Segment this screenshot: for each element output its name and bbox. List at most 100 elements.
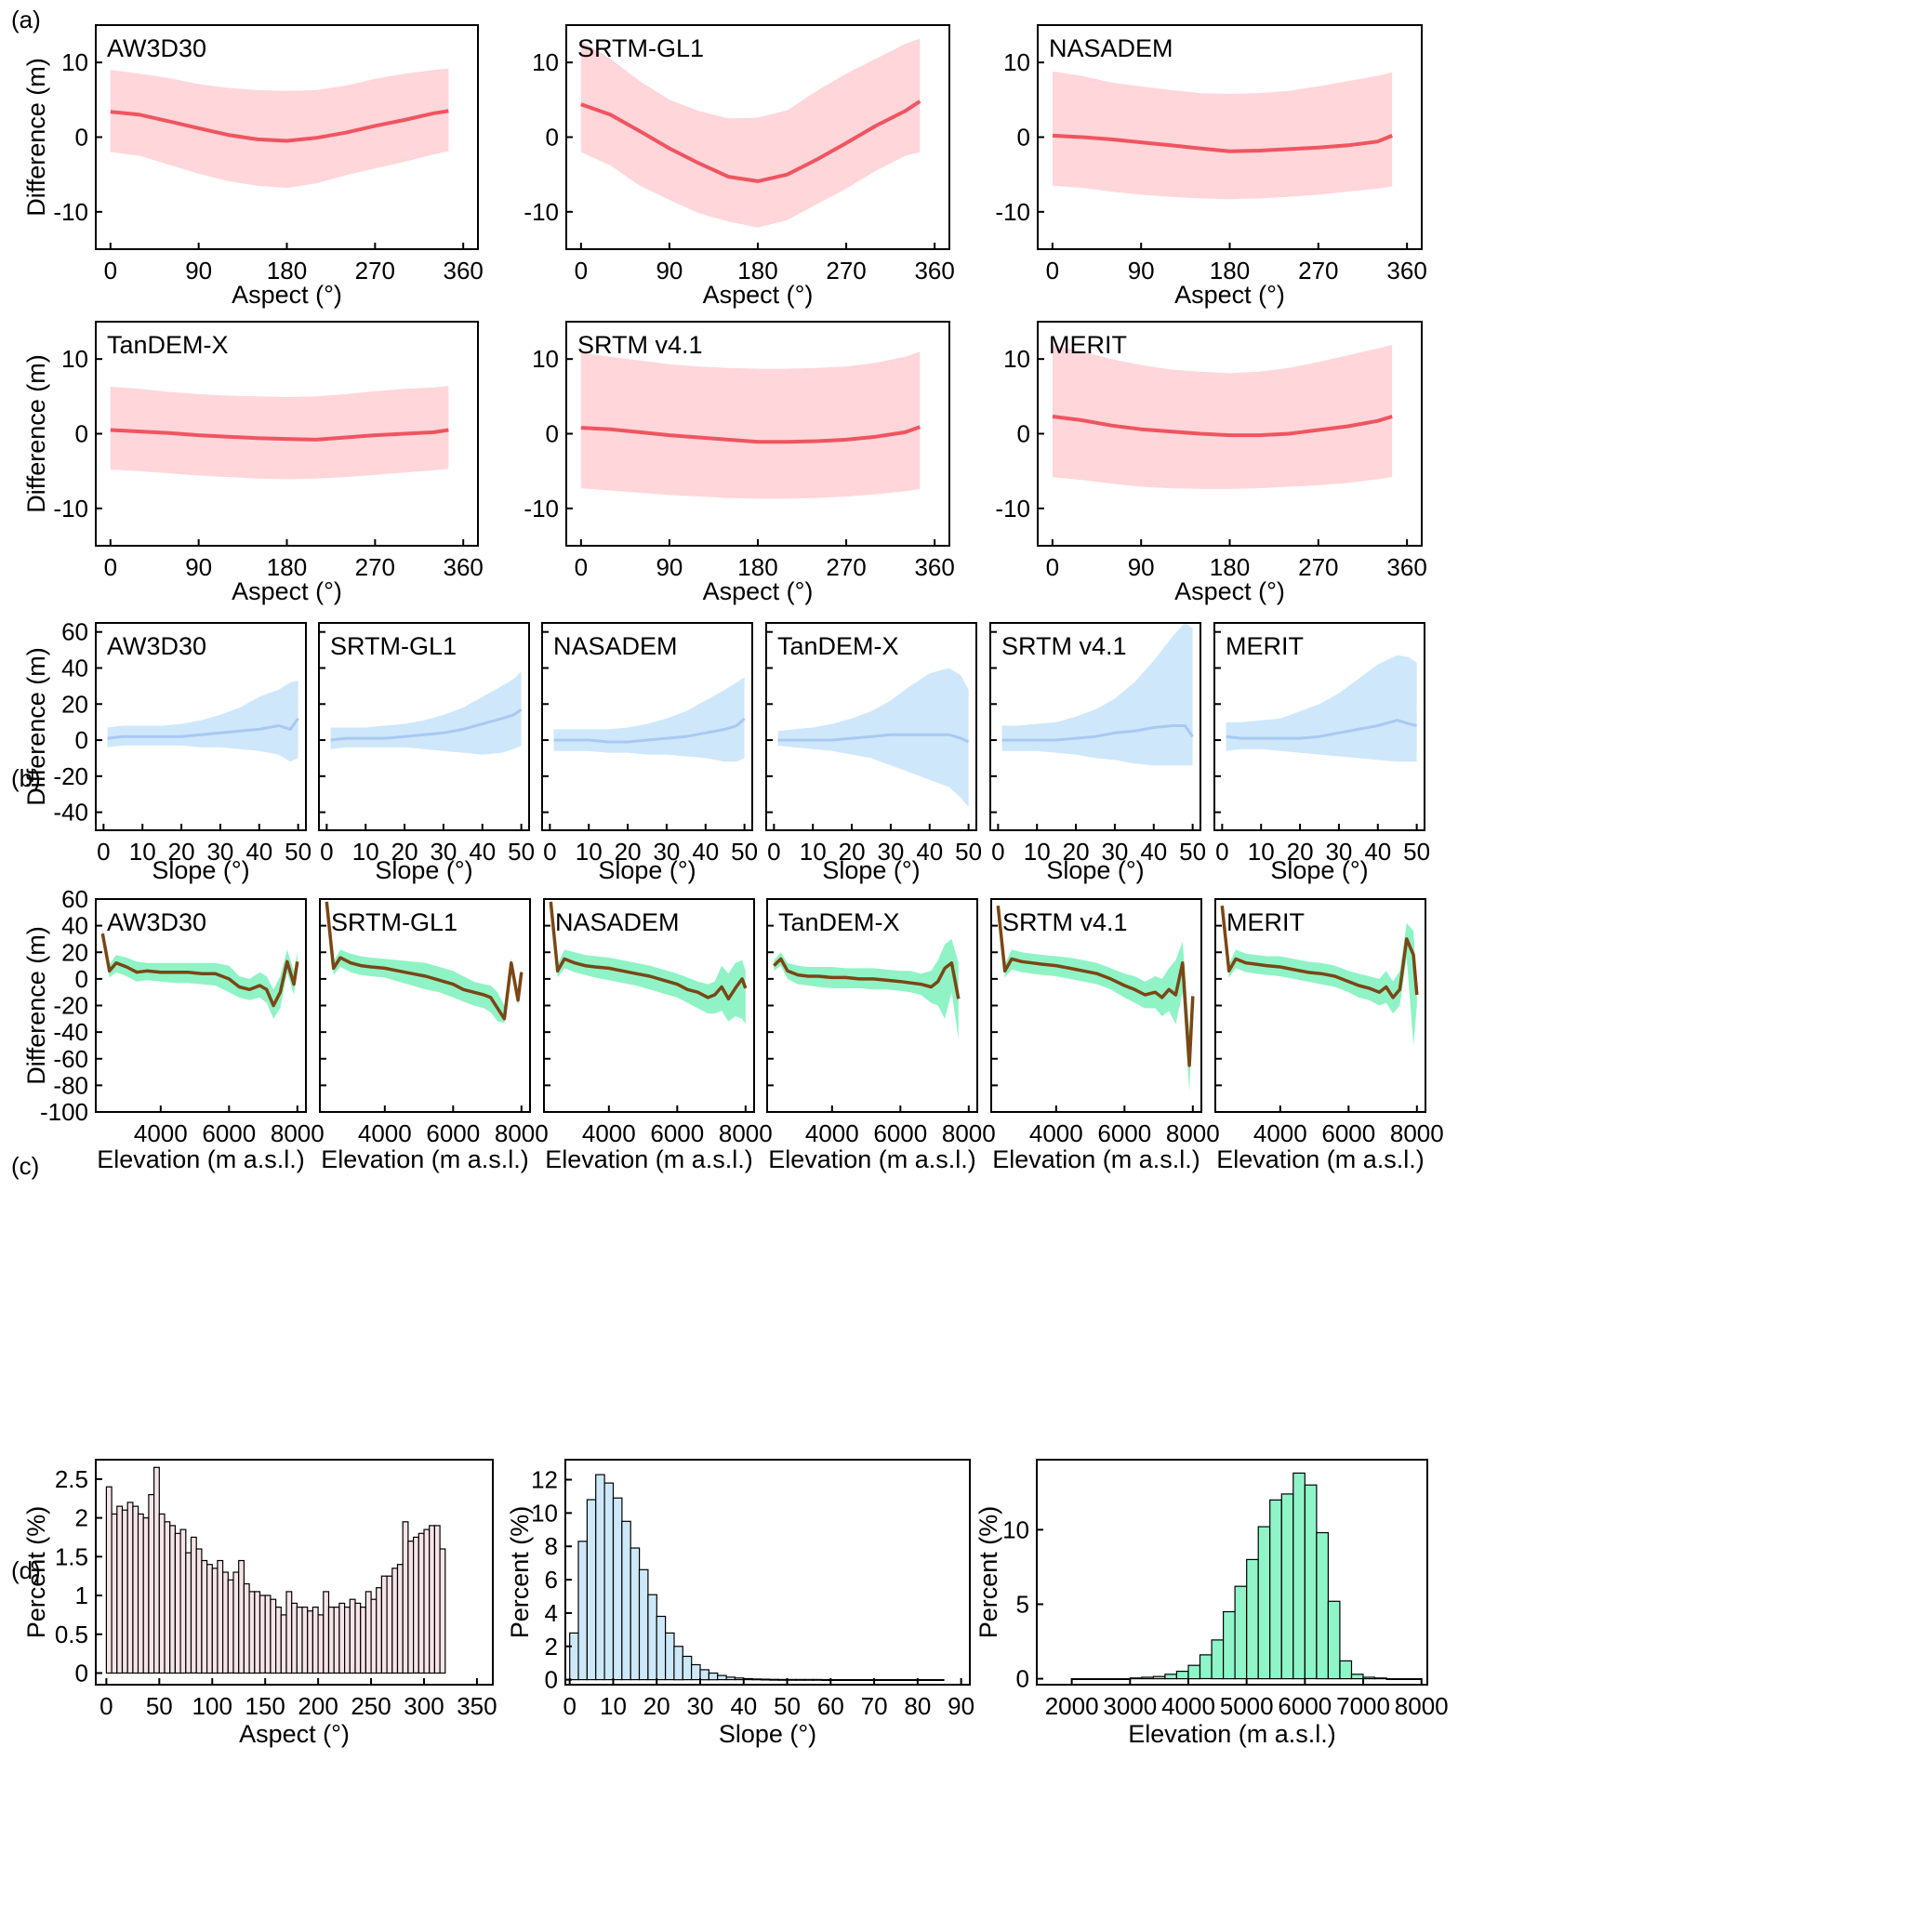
y-tick-label: 2 — [75, 1504, 88, 1532]
x-tick-label: 3000 — [1103, 1692, 1157, 1720]
histogram-bar — [1316, 1531, 1330, 1680]
x-axis-label: Aspect (°) — [703, 577, 814, 605]
histogram-bar — [803, 1678, 815, 1681]
histogram-bar — [829, 1678, 841, 1681]
x-tick-label: 0 — [575, 257, 588, 285]
y-tick-label: 5 — [1016, 1590, 1029, 1618]
histogram-bar — [121, 1509, 128, 1674]
plot-frame — [95, 622, 307, 831]
panel-title: SRTM-GL1 — [331, 908, 457, 936]
y-tick-label: -40 — [53, 799, 88, 827]
histogram-bar — [647, 1594, 657, 1681]
mean-line — [1001, 724, 1194, 742]
histogram-bar — [111, 1513, 118, 1674]
histogram-bar — [217, 1559, 224, 1674]
chart-c-nasadem: 4000 6000 8000 NASADEM Elevation (m a.s.l.) — [543, 898, 773, 1173]
histogram-bar — [621, 1520, 631, 1681]
histogram-bar — [1175, 1670, 1189, 1680]
histogram-bar — [243, 1582, 250, 1674]
x-axis-label: Slope (°) — [375, 856, 472, 884]
histogram-bar — [291, 1602, 298, 1674]
x-tick-label: 10 — [352, 838, 379, 866]
chart-c-tandem-x: 4000 6000 8000 TanDEM-X Elevation (m a.s.l.) — [766, 898, 996, 1173]
panel-title: NASADEM — [555, 908, 680, 936]
panel-title: AW3D30 — [107, 908, 206, 936]
x-tick-label: 0 — [1046, 553, 1059, 581]
histogram-bar — [717, 1674, 727, 1681]
x-tick-label: 0 — [575, 553, 588, 581]
x-tick-label: 180 — [1210, 553, 1250, 581]
histogram-bar — [839, 1678, 849, 1681]
y-tick-label: 10 — [531, 1499, 558, 1527]
x-tick-label: 200 — [298, 1692, 338, 1720]
histogram-bar — [1106, 1677, 1120, 1680]
x-tick-label: 80 — [904, 1692, 931, 1720]
x-tick-label: 40 — [692, 838, 719, 866]
histogram-bar — [158, 1513, 166, 1674]
x-tick-label: 0 — [767, 838, 780, 866]
x-tick-label: 0 — [104, 553, 117, 581]
band — [580, 351, 921, 499]
histogram-bar — [734, 1677, 745, 1681]
x-tick-label: 180 — [267, 553, 307, 581]
histogram-bar — [248, 1591, 256, 1674]
x-tick-label: 270 — [355, 257, 395, 285]
histogram-bar — [795, 1678, 805, 1681]
panel-title: AW3D30 — [107, 632, 206, 660]
y-tick-label: 0.5 — [55, 1621, 88, 1648]
histogram-bar — [301, 1606, 309, 1674]
panel-title: MERIT — [1226, 908, 1305, 936]
y-tick-label: -60 — [53, 1045, 88, 1073]
histogram-bar — [1164, 1674, 1178, 1680]
x-tick-label: 50 — [508, 838, 535, 866]
panel-title: TanDEM-X — [107, 331, 229, 359]
band — [580, 38, 921, 228]
histogram-bar — [105, 1486, 113, 1674]
chart-b-merit: 0 10 20 30 40 50 MERIT Slope (°) — [1213, 622, 1430, 884]
x-tick-label: 6000 — [1321, 1119, 1375, 1147]
histogram-bar — [296, 1606, 303, 1674]
x-tick-label: 0 — [1046, 257, 1059, 285]
histogram-bar — [899, 1678, 910, 1681]
histogram-bar — [1280, 1493, 1294, 1680]
histogram-bar — [1118, 1677, 1131, 1680]
panel-title: AW3D30 — [107, 34, 206, 62]
x-tick-label: 50 — [1179, 838, 1206, 866]
band — [1052, 344, 1393, 489]
x-tick-label: 40 — [916, 838, 943, 866]
x-axis-label: Elevation (m a.s.l.) — [321, 1145, 529, 1173]
x-tick-label: 50 — [285, 838, 311, 866]
histogram-bar — [1094, 1677, 1107, 1680]
histogram-bar — [917, 1678, 927, 1681]
histogram-bar — [690, 1663, 701, 1681]
x-tick-label: 50 — [1403, 838, 1430, 866]
histogram-bar — [664, 1632, 675, 1681]
panel-title: SRTM v4.1 — [1001, 632, 1127, 660]
band — [1052, 71, 1393, 200]
mean-line — [107, 717, 299, 740]
x-tick-label: 20 — [168, 838, 195, 866]
panel-label-b: (b) — [11, 764, 41, 792]
y-tick-label: 2.5 — [55, 1465, 88, 1493]
x-tick-label: 180 — [737, 553, 777, 581]
histogram-bar — [126, 1502, 134, 1674]
histogram-bar — [1292, 1472, 1306, 1680]
chart-d-hist-aspect: 0 50 100 150 200 250 300 350 0 0.5 1 1.5 2 2.5 Aspect … — [22, 1459, 497, 1748]
histogram-bar — [925, 1678, 936, 1681]
mean-line — [580, 99, 921, 183]
x-tick-label: 360 — [914, 553, 954, 581]
plot-frame — [989, 622, 1201, 831]
y-tick-label: 10 — [1002, 1515, 1029, 1543]
mean-line — [996, 906, 1195, 1067]
histogram-bar — [891, 1678, 901, 1681]
histogram-bar — [934, 1678, 945, 1681]
chart-b-nasadem: 0 10 20 30 40 50 NASADEM Slope (°) — [541, 622, 758, 884]
y-axis-label: Percent (%) — [506, 1506, 534, 1639]
chart-b-tandem-x: 0 10 20 30 40 50 TanDEM-X Slope (°) — [765, 622, 982, 884]
x-axis-label: Aspect (°) — [703, 281, 814, 309]
x-tick-label: 90 — [1128, 553, 1155, 581]
histogram-bar — [433, 1525, 441, 1674]
x-tick-label: 4000 — [582, 1119, 636, 1147]
mean-line — [777, 733, 970, 744]
histogram-bar — [338, 1602, 346, 1674]
